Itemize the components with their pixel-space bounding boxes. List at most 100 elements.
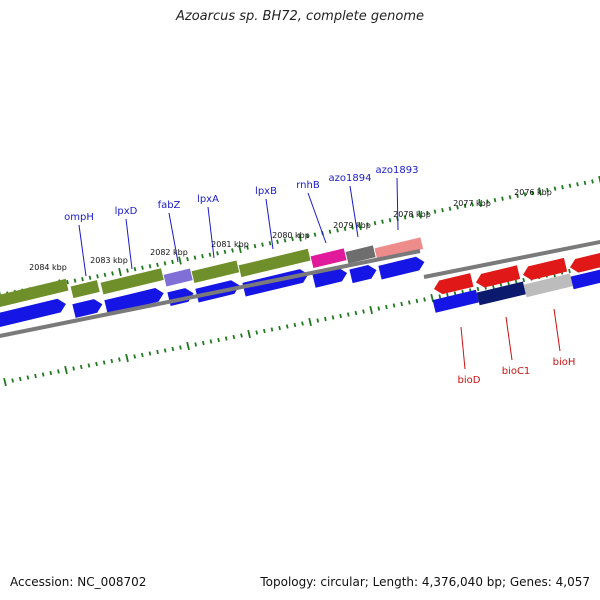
forward-gene-arrow <box>349 264 377 284</box>
tick-mark <box>531 190 534 196</box>
tick-mark <box>316 318 320 323</box>
gene-label-lpxB: lpxB <box>255 186 277 197</box>
tick-mark <box>103 272 107 278</box>
scale-label: 2080 kbp <box>272 231 310 240</box>
tick-mark <box>328 229 332 234</box>
tick-mark <box>339 313 342 319</box>
gene-leader-line <box>553 308 561 352</box>
tick-mark <box>276 239 279 244</box>
tick-mark <box>553 186 557 191</box>
reverse-gene-arrow <box>570 252 600 273</box>
tick-mark <box>407 300 411 305</box>
tick-mark <box>246 245 249 250</box>
tick-mark <box>358 221 362 231</box>
tick-mark <box>141 265 144 270</box>
tick-mark <box>377 306 381 311</box>
tick-mark <box>308 317 312 327</box>
tick-mark <box>231 248 234 253</box>
tick-mark <box>438 294 442 299</box>
tick-mark <box>49 370 53 376</box>
gene-leader-line <box>125 218 133 270</box>
gene-label-azo1894: azo1894 <box>329 173 372 184</box>
tick-mark <box>163 348 167 353</box>
tick-mark <box>514 279 518 284</box>
tick-mark <box>111 271 114 276</box>
tick-mark <box>324 316 327 322</box>
tick-mark <box>283 238 287 243</box>
scale-label: 2081 kbp <box>211 240 249 249</box>
gene-leader-line <box>505 316 513 361</box>
tick-mark <box>156 349 159 355</box>
tick-track-lower <box>3 262 600 387</box>
tick-mark <box>336 228 339 233</box>
cog-segment <box>374 237 424 260</box>
gene-label-ompH: ompH <box>64 212 94 223</box>
gene-label-lpxA: lpxA <box>197 194 219 205</box>
tick-mark <box>223 249 227 255</box>
gene-label-fabZ: fabZ <box>158 200 181 211</box>
tick-mark <box>298 233 302 242</box>
reverse-gene-arrow <box>475 265 521 288</box>
tick-mark <box>194 342 198 347</box>
tick-mark <box>156 262 159 267</box>
tick-mark <box>501 196 504 201</box>
tick-mark <box>208 252 212 257</box>
tick-mark <box>163 261 167 266</box>
tick-mark <box>576 182 579 187</box>
genome-summary-text: Topology: circular; Length: 4,376,040 bp… <box>260 575 590 589</box>
tick-mark <box>381 219 384 224</box>
tick-mark <box>343 226 347 232</box>
tick-mark <box>476 286 480 292</box>
accession-text: Accession: NC_008702 <box>10 575 147 589</box>
gene-label-lpxD: lpxD <box>115 206 138 217</box>
tick-mark <box>126 268 129 273</box>
cog-segment <box>432 289 479 313</box>
tick-mark <box>362 309 365 314</box>
tick-mark <box>346 312 350 317</box>
tick-mark <box>3 377 7 387</box>
tick-mark <box>561 185 564 190</box>
tick-mark <box>516 193 519 198</box>
gene-leader-line <box>207 206 215 259</box>
tick-mark <box>373 220 377 226</box>
tick-mark <box>247 329 251 339</box>
tick-mark <box>591 179 594 184</box>
tick-mark <box>186 256 189 262</box>
tick-mark <box>64 365 68 375</box>
gene-leader-line <box>349 185 359 238</box>
tick-mark <box>57 369 60 374</box>
reverse-gene-arrow <box>522 257 568 281</box>
map-title: Azoarcus sp. BH72, complete genome <box>175 9 425 24</box>
tick-mark <box>354 310 358 316</box>
tick-mark <box>583 180 587 186</box>
tick-mark <box>253 243 257 249</box>
backbone-segment <box>0 249 421 340</box>
tick-mark <box>34 373 37 379</box>
forward-gene-arrow <box>104 288 164 314</box>
tick-mark <box>291 236 294 242</box>
tick-mark <box>301 321 304 326</box>
tick-mark <box>73 278 77 283</box>
tick-mark <box>268 241 272 246</box>
cog-segment <box>100 268 164 295</box>
tick-mark <box>471 202 474 207</box>
tick-mark <box>568 183 572 188</box>
tick-mark <box>507 280 510 286</box>
tick-mark <box>263 328 266 334</box>
tick-mark <box>133 266 137 272</box>
tick-mark <box>403 215 407 220</box>
tick-mark <box>201 340 205 346</box>
tick-mark <box>140 352 144 358</box>
tick-mark <box>463 203 467 209</box>
gene-label-bioH: bioH <box>553 357 576 368</box>
tick-mark <box>568 268 571 274</box>
tick-mark <box>522 277 526 283</box>
tick-mark <box>278 325 281 331</box>
tick-mark <box>88 275 92 280</box>
tick-mark <box>95 361 98 367</box>
tick-mark <box>72 366 75 371</box>
scale-label: 2077 kbp <box>453 199 491 208</box>
tick-mark <box>441 208 444 213</box>
forward-gene-arrow <box>0 298 66 328</box>
cog-segment <box>345 245 376 264</box>
